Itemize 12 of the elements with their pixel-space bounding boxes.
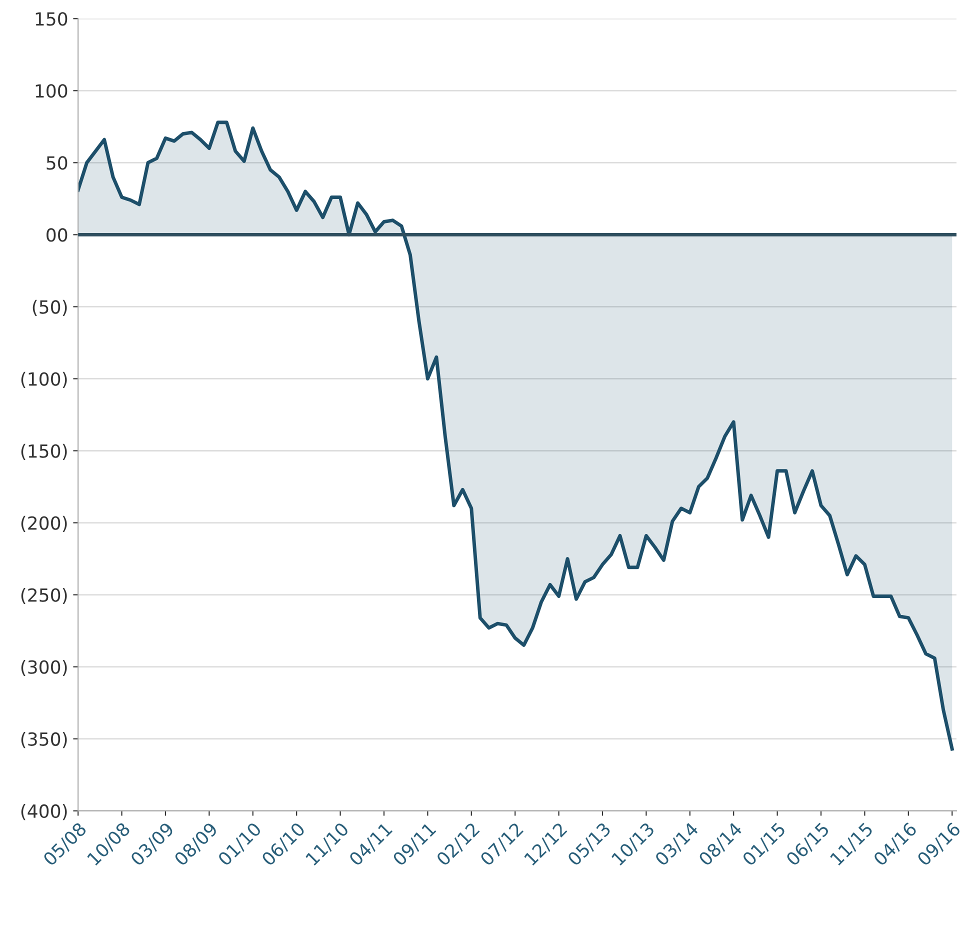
y-tick-label: (50)	[32, 300, 67, 316]
y-tick-label: 50	[46, 156, 68, 170]
y-tick-label: 00	[46, 228, 68, 242]
y-tick-label: (300)	[21, 660, 67, 676]
y-tick-label: (100)	[21, 372, 67, 388]
y-tick-label: (400)	[21, 804, 67, 820]
y-tick-label: (350)	[21, 732, 67, 748]
y-tick-label: 150	[36, 12, 68, 26]
y-tick-label: (250)	[21, 588, 67, 604]
y-tick-label: (150)	[21, 444, 67, 460]
y-tick-label: 100	[36, 84, 68, 98]
y-tick-label: (200)	[21, 516, 67, 532]
